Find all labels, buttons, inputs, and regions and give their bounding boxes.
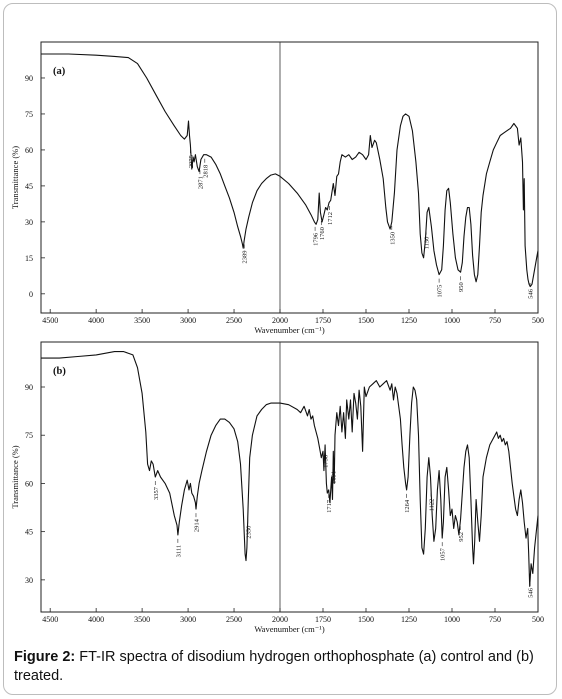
panel-b-ytick-label: 45 bbox=[25, 528, 33, 537]
panel-b-frame bbox=[40, 341, 539, 613]
panel-b-xlabel: Wavenumber (cm⁻¹) bbox=[254, 624, 324, 634]
panel-b-xtick-label: 1500 bbox=[358, 615, 374, 624]
panel-b-spectrum-line bbox=[41, 351, 539, 587]
panel-b-peak-label: 1057 bbox=[440, 547, 447, 561]
panel-b-peak-label: 1691 bbox=[331, 471, 338, 484]
panel-b-peak-label: 1738 bbox=[323, 455, 330, 468]
panel-a-xlabel: Wavenumber (cm⁻¹) bbox=[254, 325, 324, 335]
panel-b-ytick-label: 30 bbox=[25, 576, 33, 585]
caption-text: FT-IR spectra of disodium hydrogen ortho… bbox=[14, 649, 534, 684]
panel-a-peak-label: 2975 bbox=[188, 155, 195, 168]
panel-b-ylabel: Transmittance (%) bbox=[10, 445, 20, 508]
panel-b-xtick-label: 1250 bbox=[401, 615, 417, 624]
panel-a-peak-label: 1075 bbox=[437, 285, 444, 298]
figure-caption: Figure 2: FT-IR spectra of disodium hydr… bbox=[14, 648, 544, 686]
panel-b-peak-label: 3111 bbox=[175, 545, 182, 558]
panel-b-peak-label: 3357 bbox=[153, 486, 160, 500]
panel-a-xtick-label: 3000 bbox=[180, 316, 196, 325]
panel-b-xtick-label: 500 bbox=[532, 615, 544, 624]
panel-b-xtick-label: 3000 bbox=[180, 615, 196, 624]
panel-a-peak-label: 1760 bbox=[319, 227, 326, 240]
panel-a-ytick-label: 30 bbox=[25, 218, 33, 227]
panel-a-peak-label: 1150 bbox=[424, 237, 431, 250]
panel-a-xtick-label: 1250 bbox=[401, 316, 417, 325]
panel-a-xtick-label: 1000 bbox=[444, 316, 460, 325]
panel-b-xtick-label: 3500 bbox=[134, 615, 150, 624]
panel-a-peak-label: 546 bbox=[528, 288, 535, 299]
panel-a-xtick-label: 4500 bbox=[42, 316, 58, 325]
panel-b-xtick-label: 2500 bbox=[226, 615, 242, 624]
panel-a-peak-label: 1712 bbox=[327, 212, 334, 225]
panel-a-peak-label: 2818 bbox=[202, 165, 209, 178]
panel-a-xtick-label: 1500 bbox=[358, 316, 374, 325]
panel-b-xtick-label: 4000 bbox=[88, 615, 104, 624]
panel-a-frame bbox=[40, 41, 539, 314]
panel-a-peak-label: 2871 bbox=[197, 176, 204, 189]
panel-a-spectrum-line bbox=[41, 53, 539, 288]
panel-b-xtick-label: 4500 bbox=[42, 615, 58, 624]
panel-a-ytick-label: 75 bbox=[25, 110, 33, 119]
panel-b-ytick-label: 75 bbox=[25, 431, 33, 440]
panel-b-peak-label: 2914 bbox=[193, 518, 200, 532]
caption-label: Figure 2: bbox=[14, 649, 76, 665]
panel-a-xtick-label: 3500 bbox=[134, 316, 150, 325]
panel-b-peak-label: 1264 bbox=[404, 499, 411, 513]
panel-b-ytick-label: 90 bbox=[25, 383, 33, 392]
panel-a-xtick-label: 2500 bbox=[226, 316, 242, 325]
panel-b-ytick-label: 60 bbox=[25, 479, 33, 488]
panel-a-ytick-label: 45 bbox=[25, 182, 33, 191]
panel-a-xtick-label: 2000 bbox=[272, 316, 288, 325]
panel-a-ytick-label: 0 bbox=[29, 290, 33, 299]
panel-a-ytick-label: 60 bbox=[25, 146, 33, 155]
panel-b-peak-label: 952 bbox=[458, 532, 465, 542]
panel-a-label: (a) bbox=[53, 66, 66, 77]
panel-a-peak-label: 2389 bbox=[242, 250, 249, 263]
panel-b-xtick-label: 1750 bbox=[315, 615, 331, 624]
panel-a-peak-label: 1350 bbox=[389, 232, 396, 245]
panel-a-ytick-label: 15 bbox=[25, 254, 33, 263]
panel-a-xtick-label: 4000 bbox=[88, 316, 104, 325]
panel-b-xtick-label: 1000 bbox=[444, 615, 460, 624]
panel-a-peak-label: 1796 bbox=[313, 232, 320, 246]
ftir-spectra-chart: 4500 4000 3500 3000 2500 2000 1750 1500 1250 1000… bbox=[10, 41, 544, 634]
panel-a-peak-label: 950 bbox=[458, 282, 465, 292]
panel-b-peak-label: 1717 bbox=[326, 499, 333, 513]
panel-b-xtick-label: 750 bbox=[489, 615, 501, 624]
panel-a-xtick-label: 750 bbox=[489, 316, 501, 325]
panel-a-ytick-label: 90 bbox=[25, 74, 33, 83]
figure-frame: 4500 4000 3500 3000 2500 2000 1750 1500 1250 1000… bbox=[3, 3, 557, 695]
panel-b-peak-label: 2350 bbox=[245, 526, 252, 539]
panel-a-xtick-label: 500 bbox=[532, 316, 544, 325]
panel-b-label: (b) bbox=[53, 366, 66, 377]
panel-b-peak-label: 546 bbox=[528, 587, 535, 598]
panel-a-xtick-label: 1750 bbox=[315, 316, 331, 325]
panel-b-peak-label: 1122 bbox=[429, 499, 436, 512]
panel-b-xtick-label: 2000 bbox=[272, 615, 288, 624]
panel-a-ylabel: Transmittance (%) bbox=[10, 146, 20, 209]
